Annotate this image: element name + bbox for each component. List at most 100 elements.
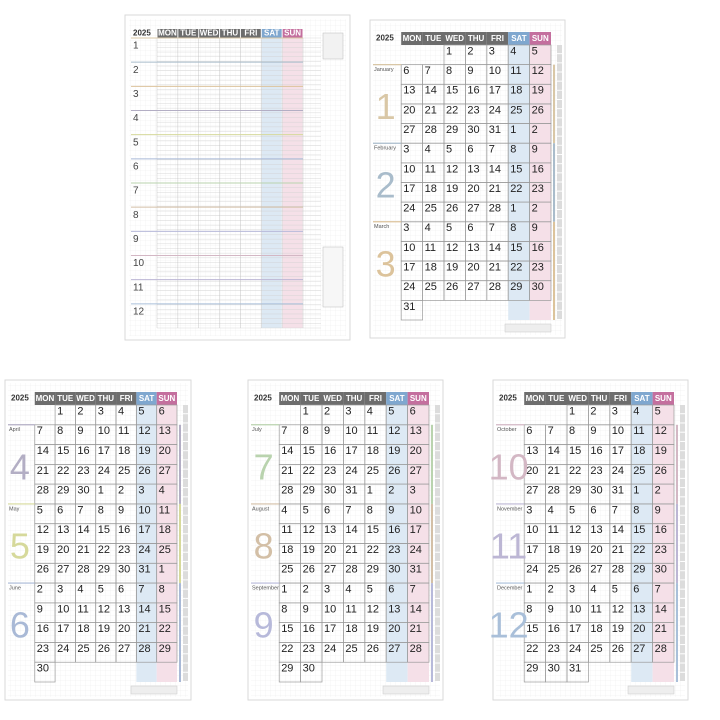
side-tab [435, 571, 440, 580]
day-number: 16 [37, 623, 49, 635]
day-number: 12 [655, 425, 667, 437]
day-number: 9 [303, 603, 309, 615]
day-number: 23 [655, 544, 667, 556]
side-tab [435, 561, 440, 571]
day-number: 29 [633, 564, 645, 576]
side-tab [435, 414, 440, 423]
day-number: 10 [138, 504, 150, 516]
side-tab [680, 534, 685, 543]
day-number: 22 [281, 643, 293, 655]
side-tab [435, 635, 440, 645]
side-tab [557, 310, 562, 319]
month-number: 1 [376, 86, 396, 127]
side-tab [435, 478, 440, 488]
side-tab [680, 626, 685, 635]
month-name: July [252, 427, 262, 433]
day-number: 15 [569, 445, 581, 457]
day-number: 14 [612, 524, 624, 536]
weekday-header [465, 32, 487, 45]
weekday-label: FRI [244, 29, 257, 38]
day-number: 11 [425, 163, 436, 175]
day-number: 26 [532, 104, 544, 116]
day-number: 13 [159, 425, 171, 437]
day-number: 17 [98, 445, 110, 457]
month-number: 2 [133, 65, 139, 76]
side-tab [680, 478, 685, 488]
day-number: 16 [77, 445, 89, 457]
day-number: 30 [467, 124, 479, 136]
day-number: 15 [633, 524, 645, 536]
weekday-label: FRI [369, 394, 382, 403]
month-number: 5 [10, 525, 30, 566]
day-number: 14 [410, 603, 422, 615]
day-number: 10 [98, 425, 110, 437]
side-tab [680, 488, 685, 497]
month-number: 8 [254, 525, 274, 566]
day-number: 5 [446, 144, 452, 156]
day-number: 29 [57, 485, 69, 497]
side-tab [680, 405, 685, 414]
day-number: 13 [590, 524, 602, 536]
day-number: 2 [303, 583, 309, 595]
side-tab [435, 654, 440, 663]
day-number: 1 [510, 203, 516, 215]
day-number: 22 [569, 465, 581, 477]
day-number: 28 [655, 643, 667, 655]
weekday-label: MON [403, 34, 422, 43]
day-number: 15 [367, 524, 379, 536]
day-number: 22 [159, 623, 171, 635]
day-number: 13 [118, 603, 130, 615]
day-number: 6 [324, 504, 330, 516]
weekday-header [157, 29, 178, 38]
day-number: 26 [98, 643, 110, 655]
month-number: 7 [254, 446, 274, 487]
day-number: 9 [548, 603, 554, 615]
day-number: 1 [281, 583, 287, 595]
day-number: 8 [510, 144, 516, 156]
sheet-grid [129, 19, 346, 336]
day-number: 14 [489, 163, 501, 175]
day-number: 21 [489, 261, 501, 273]
day-number: 19 [532, 85, 544, 97]
day-number: 20 [159, 445, 171, 457]
side-tab [557, 127, 562, 136]
day-number: 22 [303, 465, 315, 477]
side-tab [183, 663, 188, 672]
day-number: 28 [489, 203, 501, 215]
day-number: 11 [590, 603, 601, 615]
day-number: 25 [77, 643, 89, 655]
month-number: 3 [133, 89, 139, 100]
day-number: 25 [159, 544, 171, 556]
side-tab [680, 598, 685, 608]
side-tab [680, 571, 685, 580]
day-number: 15 [510, 242, 522, 254]
day-number: 6 [633, 583, 639, 595]
day-number: 3 [612, 405, 618, 417]
day-number: 5 [367, 583, 373, 595]
side-tab [183, 405, 188, 414]
side-tab [435, 460, 440, 469]
footer-info [504, 323, 552, 333]
side-tab [680, 561, 685, 571]
side-tab [557, 191, 562, 200]
day-number: 27 [324, 564, 336, 576]
side-tab [183, 608, 188, 617]
day-number: 7 [489, 222, 495, 234]
day-number: 5 [98, 583, 104, 595]
side-tab [557, 72, 562, 81]
day-number: 16 [324, 445, 336, 457]
side-tab [183, 534, 188, 543]
side-tab [435, 543, 440, 552]
side-tab [183, 460, 188, 469]
day-number: 19 [569, 544, 581, 556]
side-tab [183, 589, 188, 598]
weekday-header [524, 392, 546, 405]
year-label: 2025 [11, 394, 29, 403]
side-tab [435, 525, 440, 534]
weekday-header [199, 29, 220, 38]
day-number: 26 [303, 564, 315, 576]
month-number: 5 [133, 137, 139, 148]
side-tab [435, 580, 440, 589]
day-number: 27 [467, 203, 479, 215]
day-number: 3 [138, 485, 144, 497]
